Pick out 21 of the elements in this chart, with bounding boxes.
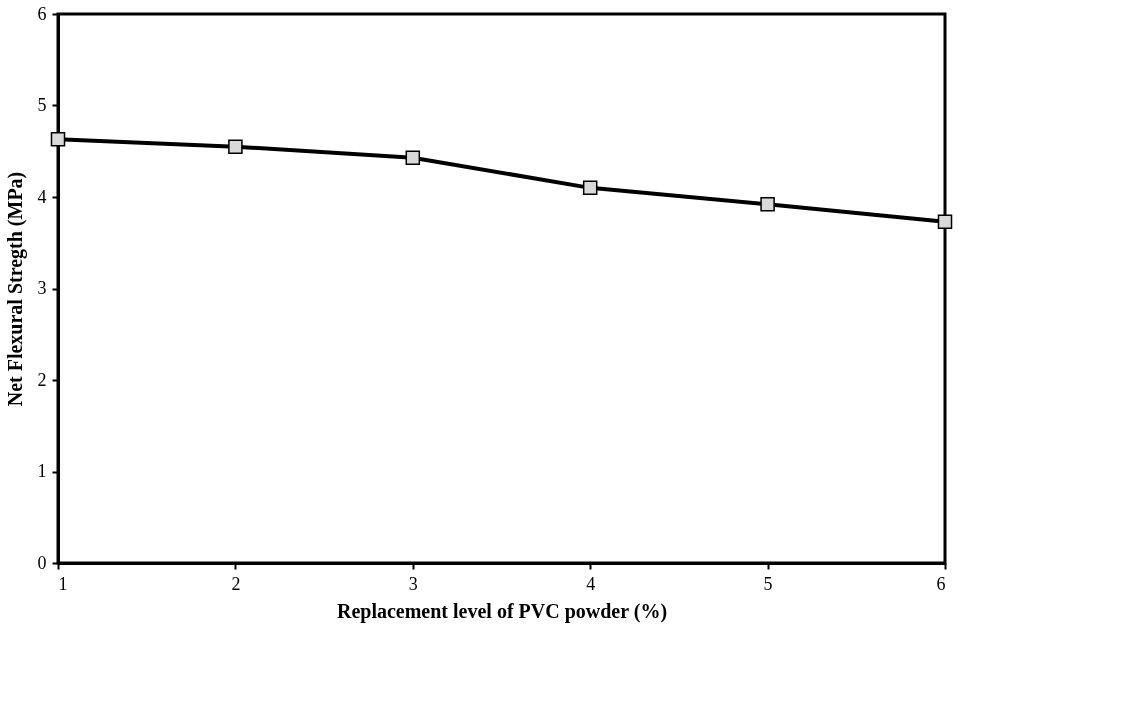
x-tick-label: 1 <box>58 573 68 594</box>
y-tick-label: 2 <box>37 369 47 390</box>
y-tick-label: 5 <box>37 95 47 115</box>
x-tick-label: 6 <box>936 573 946 594</box>
y-tick-label: 3 <box>37 278 47 298</box>
y-axis-title: Net Flexural Stregth (MPa) <box>3 171 27 407</box>
point <box>50 132 66 147</box>
y-tick-label: 6 <box>37 3 47 24</box>
y-tick-label: 0 <box>37 552 47 573</box>
x-tick-label: 2 <box>231 573 241 594</box>
y-tick-label: 1 <box>37 461 47 481</box>
point <box>228 139 243 154</box>
x-axis-title: Replacement level of PVC powder (%) <box>336 599 668 623</box>
y-tick-label: 4 <box>37 186 47 207</box>
x-tick-label: 5 <box>763 573 773 594</box>
point <box>405 150 421 165</box>
point <box>937 214 953 229</box>
point <box>760 197 775 212</box>
point <box>582 180 598 196</box>
x-tick-label: 4 <box>586 573 596 594</box>
x-tick-label: 3 <box>408 573 418 594</box>
